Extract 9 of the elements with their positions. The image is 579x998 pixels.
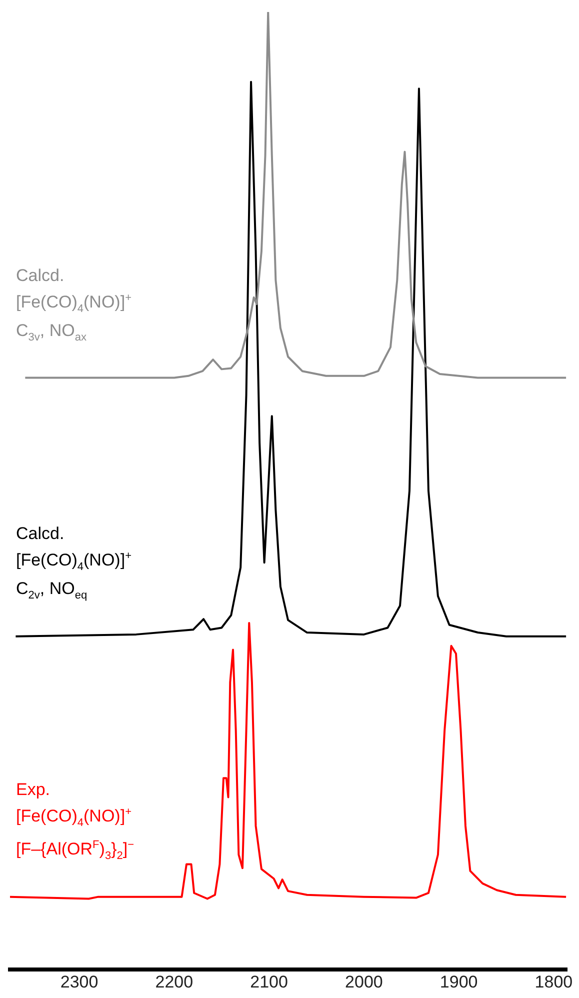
x-tick-label: 1900: [440, 972, 478, 992]
x-tick-label: 2000: [345, 972, 383, 992]
text: Calcd. [Fe(CO)$_{4}$(NO)]$^{+}$ C$_{3v}$, NO$_{ax}$: [16, 266, 132, 344]
x-tick-label: 1800: [534, 972, 573, 992]
text: Exp. [Fe(CO)$_{4}$(NO)]$^{+}$ [F–{Al(OR$^{F}$)$_{3}$}$_{2}$]$^{−}$: [16, 780, 134, 862]
x-tick-label: 2300: [60, 972, 98, 992]
x-tick-label: 2100: [250, 972, 288, 992]
x-tick-label: 2200: [155, 972, 194, 992]
text: Calcd. [Fe(CO)$_{4}$(NO)]$^{+}$ C$_{2v}$, NO$_{eq}$: [16, 524, 132, 602]
